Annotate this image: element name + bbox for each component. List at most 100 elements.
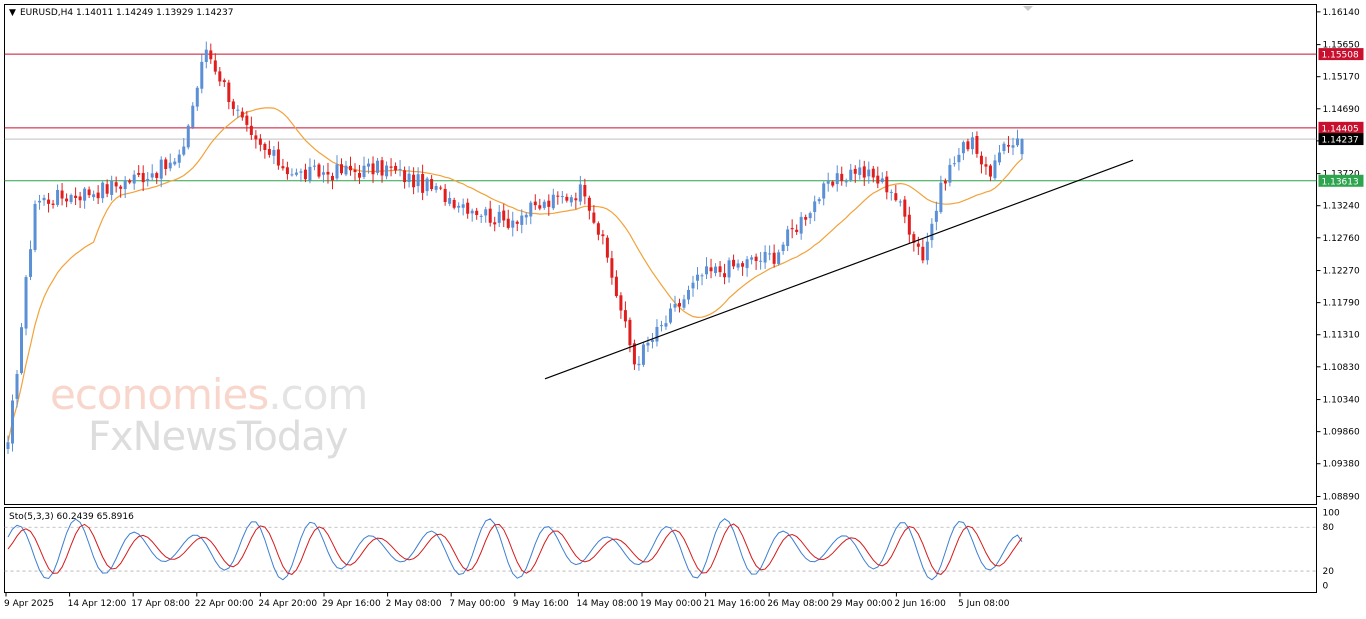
candle-body: [641, 344, 645, 365]
candle-body: [267, 148, 271, 155]
candle-body: [831, 181, 835, 186]
candle: [934, 201, 938, 231]
candle-body: [51, 203, 55, 205]
candle: [376, 157, 380, 176]
candle: [506, 209, 510, 230]
candle: [542, 199, 546, 210]
candle: [650, 332, 654, 349]
y-tick-label: 1.10830: [1323, 363, 1360, 373]
candle-body: [159, 159, 163, 179]
candle-body: [664, 323, 668, 327]
candle: [191, 102, 195, 130]
candle: [520, 209, 524, 234]
candle: [425, 176, 429, 196]
candle: [344, 160, 348, 177]
candle: [786, 225, 790, 252]
level-label-resistance: 1.14405: [1322, 124, 1359, 134]
candle-body: [74, 195, 78, 198]
candle-body: [840, 173, 844, 182]
candle-body: [578, 184, 582, 202]
candle-body: [249, 125, 253, 135]
candle-body: [191, 105, 195, 128]
candle: [484, 206, 488, 223]
candle-body: [321, 172, 325, 175]
candle-body: [281, 166, 285, 169]
candle-body: [222, 80, 226, 83]
candle: [65, 193, 69, 208]
candle-body: [227, 82, 231, 103]
candle-body: [632, 343, 636, 365]
candle-body: [907, 214, 911, 235]
candle-body: [551, 194, 555, 209]
candle-body: [592, 212, 596, 223]
candle-body: [326, 171, 330, 175]
candle: [249, 116, 253, 140]
y-tick-label: 1.12270: [1323, 267, 1360, 277]
candle-body: [195, 87, 199, 107]
stochastic-lines: [4, 518, 1317, 581]
candle-body: [371, 163, 375, 175]
candle-body: [425, 178, 429, 192]
candle-body: [353, 169, 357, 173]
candle: [961, 140, 965, 161]
candle-body: [276, 149, 280, 166]
candle: [727, 257, 731, 283]
candle-body: [691, 282, 695, 289]
candle-body: [403, 170, 407, 183]
candle-body: [137, 173, 141, 175]
candle-body: [714, 266, 718, 274]
candle: [880, 172, 884, 184]
candle-body: [96, 192, 100, 199]
candle-body: [889, 191, 893, 193]
candle: [772, 244, 776, 268]
y-tick-label: 1.13720: [1323, 170, 1360, 180]
scroll-marker-icon[interactable]: [1023, 6, 1033, 11]
candle-body: [448, 198, 452, 204]
candle-body: [547, 200, 551, 207]
candle: [885, 171, 889, 200]
candle: [925, 232, 929, 265]
candle: [362, 156, 366, 180]
candle: [732, 254, 736, 270]
candle: [966, 138, 970, 152]
candle: [398, 160, 402, 177]
candle-body: [993, 160, 997, 179]
candle: [335, 155, 339, 182]
candle: [754, 253, 758, 270]
y-tick-label: 1.14690: [1323, 105, 1360, 115]
candle: [641, 342, 645, 367]
candle-body: [943, 180, 947, 184]
candle-body: [358, 173, 362, 178]
candle: [204, 41, 208, 69]
candle-body: [934, 210, 938, 222]
candle-body: [732, 259, 736, 267]
candle: [871, 165, 875, 183]
candle-body: [457, 205, 461, 208]
candle: [227, 79, 231, 110]
candle: [20, 322, 24, 375]
candle-body: [966, 141, 970, 150]
candle-body: [790, 228, 794, 230]
candle: [78, 191, 82, 209]
candle-body: [20, 327, 24, 374]
header-arrow-icon[interactable]: ▼: [9, 8, 16, 18]
candle: [24, 275, 28, 336]
candle: [96, 185, 100, 205]
candle-body: [344, 165, 348, 175]
price-level-labels: 1.15508 1.14405 1.14237 1.13613: [1318, 48, 1364, 187]
candle: [898, 199, 902, 207]
candle-body: [709, 267, 713, 272]
candle: [200, 54, 204, 94]
candle-body: [65, 198, 69, 202]
stoch-axis: 100 80 20 0: [1323, 509, 1340, 592]
candle: [132, 170, 136, 190]
candle-body: [538, 205, 542, 209]
candle: [844, 178, 848, 187]
candles: [6, 41, 1024, 454]
candle: [903, 195, 907, 224]
candle: [281, 158, 285, 171]
candle: [263, 142, 267, 159]
candle-body: [529, 202, 533, 217]
candle-body: [772, 252, 776, 264]
candle: [511, 211, 515, 237]
